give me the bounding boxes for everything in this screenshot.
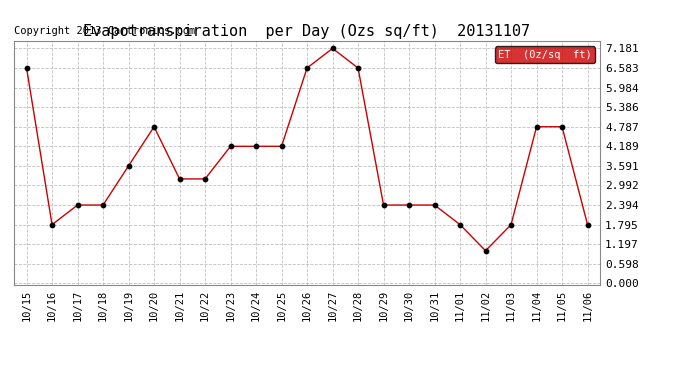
Point bbox=[404, 202, 415, 208]
Point bbox=[327, 45, 338, 51]
Legend: ET  (0z/sq  ft): ET (0z/sq ft) bbox=[495, 46, 595, 63]
Point bbox=[123, 163, 134, 169]
Point bbox=[72, 202, 83, 208]
Point bbox=[531, 124, 542, 130]
Point bbox=[250, 143, 262, 149]
Text: Copyright 2013 Cartronics.com: Copyright 2013 Cartronics.com bbox=[14, 26, 195, 36]
Point bbox=[97, 202, 108, 208]
Point bbox=[506, 222, 517, 228]
Point bbox=[21, 65, 32, 71]
Point bbox=[429, 202, 440, 208]
Point bbox=[199, 176, 210, 182]
Point bbox=[46, 222, 57, 228]
Point bbox=[557, 124, 568, 130]
Point bbox=[276, 143, 287, 149]
Point bbox=[148, 124, 159, 130]
Point bbox=[225, 143, 236, 149]
Title: Evapotranspiration  per Day (Ozs sq/ft)  20131107: Evapotranspiration per Day (Ozs sq/ft) 2… bbox=[83, 24, 531, 39]
Point bbox=[455, 222, 466, 228]
Point bbox=[174, 176, 185, 182]
Point bbox=[302, 65, 313, 71]
Point bbox=[480, 248, 491, 254]
Point bbox=[378, 202, 389, 208]
Point bbox=[582, 222, 593, 228]
Point bbox=[353, 65, 364, 71]
